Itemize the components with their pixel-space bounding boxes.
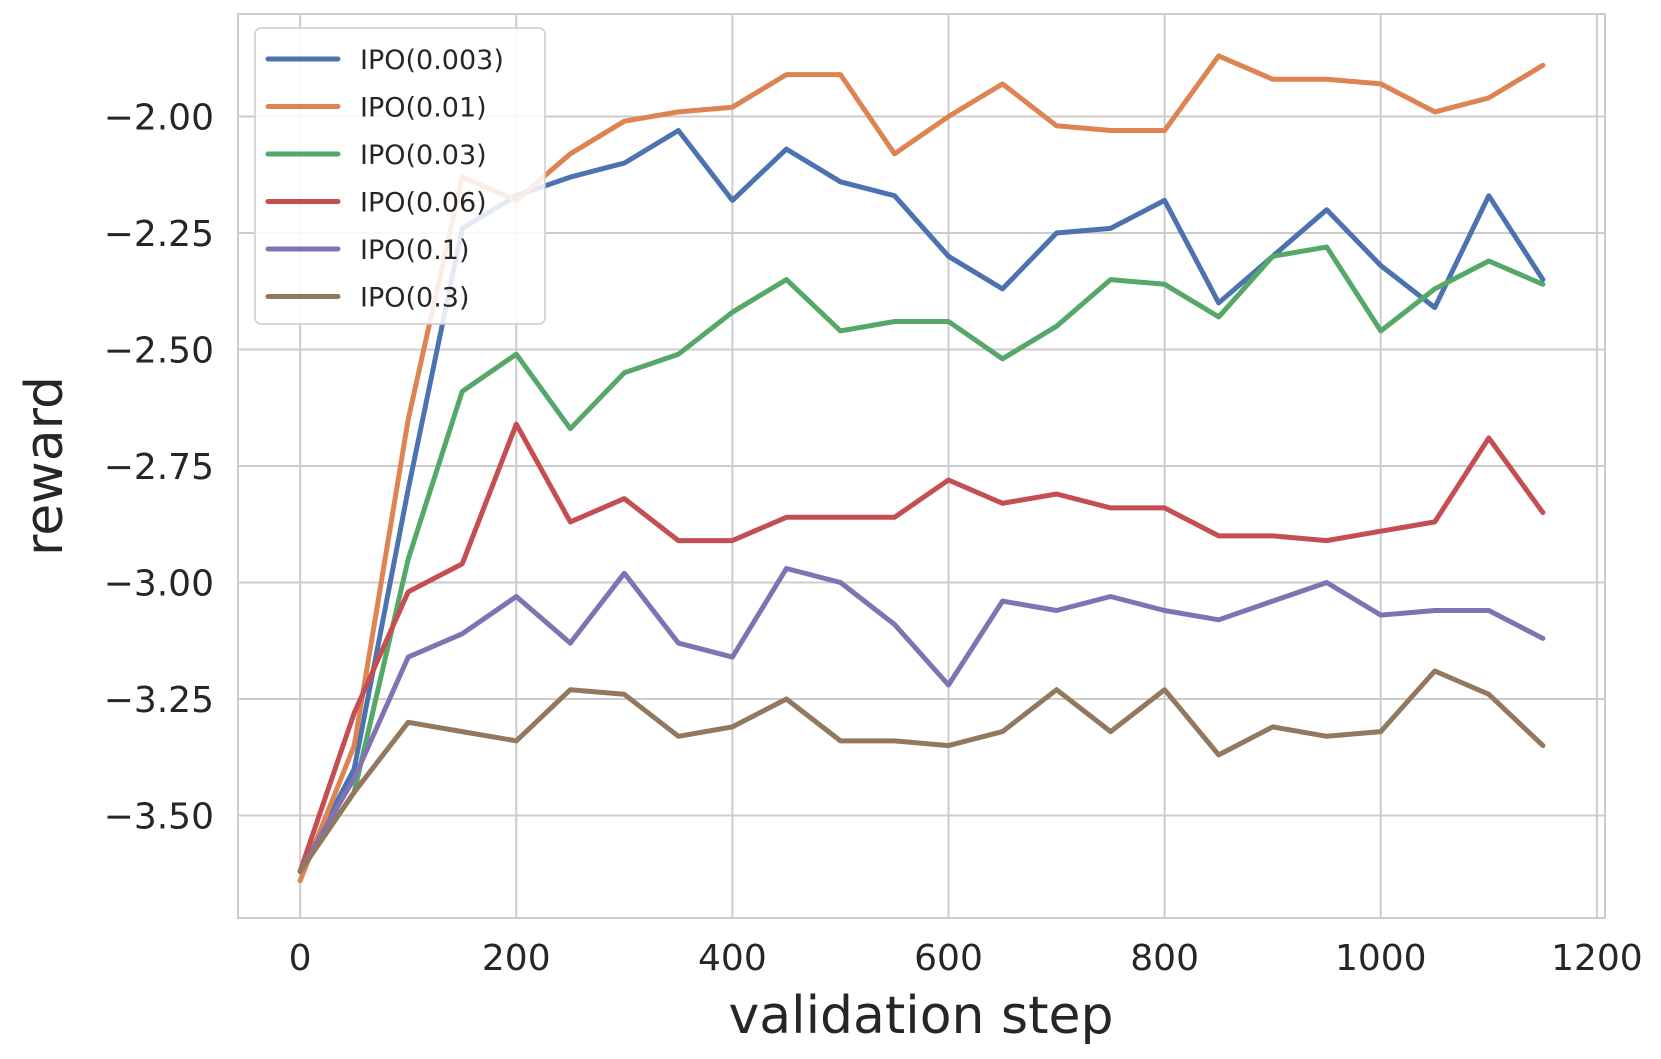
y-axis: −2.00 −2.25 −2.50 −2.75 −3.00 −3.25 −3.50 [104, 98, 214, 838]
x-tick-label: 800 [1130, 938, 1199, 979]
x-tick-label: 1200 [1551, 938, 1643, 979]
y-axis-label: reward [15, 376, 75, 556]
legend-label: IPO(0.3) [360, 283, 470, 314]
y-tick-label: −2.00 [104, 98, 214, 139]
x-tick-label: 0 [289, 938, 312, 979]
legend: IPO(0.003) IPO(0.01) IPO(0.03) IPO(0.06) IPO… [254, 27, 546, 325]
legend-label: IPO(0.06) [360, 188, 487, 219]
y-tick-label: −3.50 [104, 796, 214, 837]
x-tick-label: 200 [482, 938, 551, 979]
series-line-IPO(0.1) [297, 566, 1546, 874]
x-tick-label: 1000 [1335, 938, 1427, 979]
y-tick-label: −2.75 [104, 447, 214, 488]
x-axis-label: validation step [728, 986, 1113, 1046]
y-tick-label: −2.25 [104, 214, 214, 255]
x-tick-label: 400 [698, 938, 767, 979]
x-axis: 0 200 400 600 800 1000 1200 [289, 938, 1643, 979]
plot-frame [237, 13, 1606, 919]
legend-label: IPO(0.03) [360, 140, 487, 171]
x-tick-label: 600 [914, 938, 983, 979]
legend-label: IPO(0.003) [360, 45, 504, 76]
legend-label: IPO(0.1) [360, 235, 470, 266]
y-tick-label: −2.50 [104, 331, 214, 372]
series-line-IPO(0.06) [297, 421, 1546, 874]
legend-label: IPO(0.01) [360, 93, 487, 124]
series-line-IPO(0.03) [297, 244, 1546, 874]
y-tick-label: −3.25 [104, 680, 214, 721]
series-line-IPO(0.3) [297, 668, 1546, 874]
y-tick-label: −3.00 [104, 563, 214, 604]
